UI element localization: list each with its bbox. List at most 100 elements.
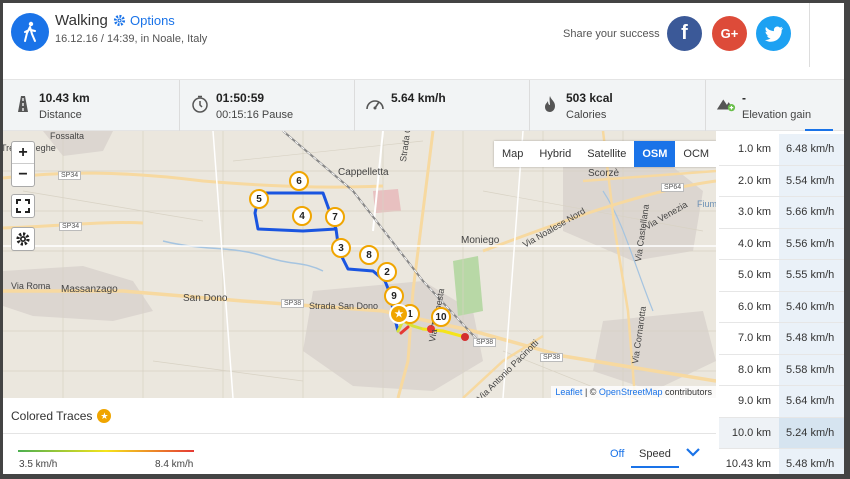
road-icon	[13, 94, 33, 114]
split-speed: 5.66 km/h	[779, 197, 844, 228]
split-speed: 5.54 km/h	[779, 165, 844, 196]
town-label: Fossalta	[50, 131, 85, 141]
split-distance: 1.0 km	[737, 143, 771, 155]
split-speed: 5.48 km/h	[779, 449, 844, 474]
river-label: Fiume	[697, 199, 716, 209]
stat-speed: 5.64 km/h	[355, 80, 530, 132]
layer-satellite[interactable]: Satellite	[587, 148, 627, 160]
km-marker[interactable]: 9	[384, 286, 404, 306]
distance-label: Distance	[39, 109, 82, 121]
elevation-value: -	[742, 91, 746, 105]
town-label: Cappelletta	[338, 167, 389, 178]
split-distance: 3.0 km	[737, 206, 771, 218]
facebook-icon: f	[681, 22, 688, 44]
attribution-separator: | ©	[582, 387, 599, 397]
map-settings-button[interactable]	[11, 227, 35, 251]
split-distance: 10.0 km	[719, 417, 779, 448]
table-row: 6.0 km 5.40 km/h	[719, 291, 844, 323]
km-marker[interactable]: 3	[331, 238, 351, 258]
gradient-max-label: 8.4 km/h	[155, 459, 194, 470]
leaflet-link[interactable]: Leaflet	[555, 387, 583, 397]
split-distance: 9.0 km	[737, 395, 771, 407]
zoom-in-button[interactable]: +	[12, 142, 34, 164]
stat-distance: 10.43 km Distance	[3, 80, 180, 132]
attribution-tail: contributors	[662, 387, 712, 397]
osm-link[interactable]: OpenStreetMap	[598, 387, 663, 397]
pause-label: 00:15:16 Pause	[216, 109, 294, 121]
table-row: 10.0 km 5.24 km/h	[719, 417, 844, 449]
split-speed: 6.48 km/h	[779, 134, 844, 165]
street-label: Via Roma	[11, 281, 51, 291]
google-plus-icon: G+	[720, 26, 739, 41]
split-distance: 7.0 km	[737, 332, 771, 344]
fullscreen-button[interactable]	[11, 194, 35, 218]
speed-value: 5.64 km/h	[391, 91, 446, 105]
speedometer-icon	[365, 94, 385, 114]
map-attribution: Leaflet | © OpenStreetMap contributors	[551, 386, 716, 398]
table-row: 8.0 km 5.58 km/h	[719, 354, 844, 386]
chevron-down-icon[interactable]	[686, 446, 700, 458]
layer-map[interactable]: Map	[502, 148, 524, 160]
layer-osm[interactable]: OSM	[634, 141, 676, 167]
speed-gradient-legend	[18, 450, 194, 452]
split-speed: 5.55 km/h	[779, 260, 844, 291]
gear-icon	[113, 14, 126, 27]
star-icon: ★	[97, 409, 112, 423]
split-speed: 5.58 km/h	[779, 354, 844, 385]
fullscreen-icon	[16, 199, 30, 213]
stat-elevation: - Elevation gain	[706, 80, 844, 132]
route-map[interactable]: Fossalta Trebaseleghe Cappelletta Scorzè…	[3, 131, 716, 398]
traces-off-link[interactable]: Off	[610, 448, 625, 460]
town-label: Moniego	[461, 235, 500, 246]
options-link[interactable]: Options	[113, 13, 175, 28]
split-speed: 5.64 km/h	[779, 386, 844, 417]
mountain-icon	[716, 94, 736, 114]
facebook-share-button[interactable]: f	[667, 16, 702, 51]
km-marker[interactable]: 2	[377, 262, 397, 282]
table-row: 10.43 km 5.48 km/h	[719, 449, 844, 474]
elevation-tab-indicator	[805, 129, 833, 131]
activity-subtitle: 16.12.16 / 14:39, in Noale, Italy	[55, 33, 208, 45]
split-speed: 5.24 km/h	[779, 417, 844, 448]
split-distance: 5.0 km	[737, 269, 771, 281]
split-distance: 10.43 km	[725, 458, 771, 470]
split-distance: 6.0 km	[737, 300, 771, 313]
activity-title: Walking	[55, 12, 108, 29]
layer-hybrid[interactable]: Hybrid	[539, 148, 572, 160]
table-row: 1.0 km 6.48 km/h	[719, 134, 844, 166]
map-layer-switcher: Map Hybrid Satellite OSM OCM	[494, 141, 716, 167]
split-distance: 4.0 km	[737, 237, 771, 250]
table-row: 2.0 km 5.54 km/h	[719, 165, 844, 197]
km-marker[interactable]: 6	[289, 171, 309, 191]
zoom-control: + −	[11, 141, 35, 187]
km-marker[interactable]: 7	[325, 207, 345, 227]
km-marker[interactable]: 4	[292, 206, 312, 226]
split-distance: 2.0 km	[737, 174, 771, 187]
town-label: San Dono	[183, 293, 228, 304]
calories-value: 503 kcal	[566, 91, 613, 105]
street-label: Strada San Dono	[309, 301, 379, 311]
road-shield: SP34	[58, 171, 82, 180]
road-shield: SP38	[473, 338, 497, 347]
google-plus-share-button[interactable]: G+	[712, 16, 747, 51]
km-marker[interactable]: 10	[431, 307, 451, 327]
split-distance: 8.0 km	[737, 363, 771, 376]
table-row: 7.0 km 5.48 km/h	[719, 323, 844, 355]
zoom-out-button[interactable]: −	[18, 166, 28, 183]
traces-mode-select[interactable]: Speed	[631, 443, 679, 468]
road-shield: SP38	[281, 299, 305, 308]
twitter-icon	[764, 26, 783, 42]
options-label: Options	[130, 13, 175, 28]
calories-label: Calories	[566, 109, 607, 121]
stat-duration: 01:50:59 00:15:16 Pause	[180, 80, 355, 132]
walking-icon	[11, 13, 49, 51]
header-separator	[809, 3, 810, 67]
twitter-share-button[interactable]	[756, 16, 791, 51]
layer-ocm[interactable]: OCM	[683, 148, 710, 160]
km-marker[interactable]: 8	[359, 245, 379, 265]
km-marker[interactable]: 5	[249, 189, 269, 209]
town-label: Massanzago	[61, 284, 118, 295]
map-canvas	[3, 131, 716, 398]
start-star-icon[interactable]: ★	[389, 304, 409, 324]
stats-bar: 10.43 km Distance 01:50:59 00:15:16 Paus…	[3, 79, 844, 132]
